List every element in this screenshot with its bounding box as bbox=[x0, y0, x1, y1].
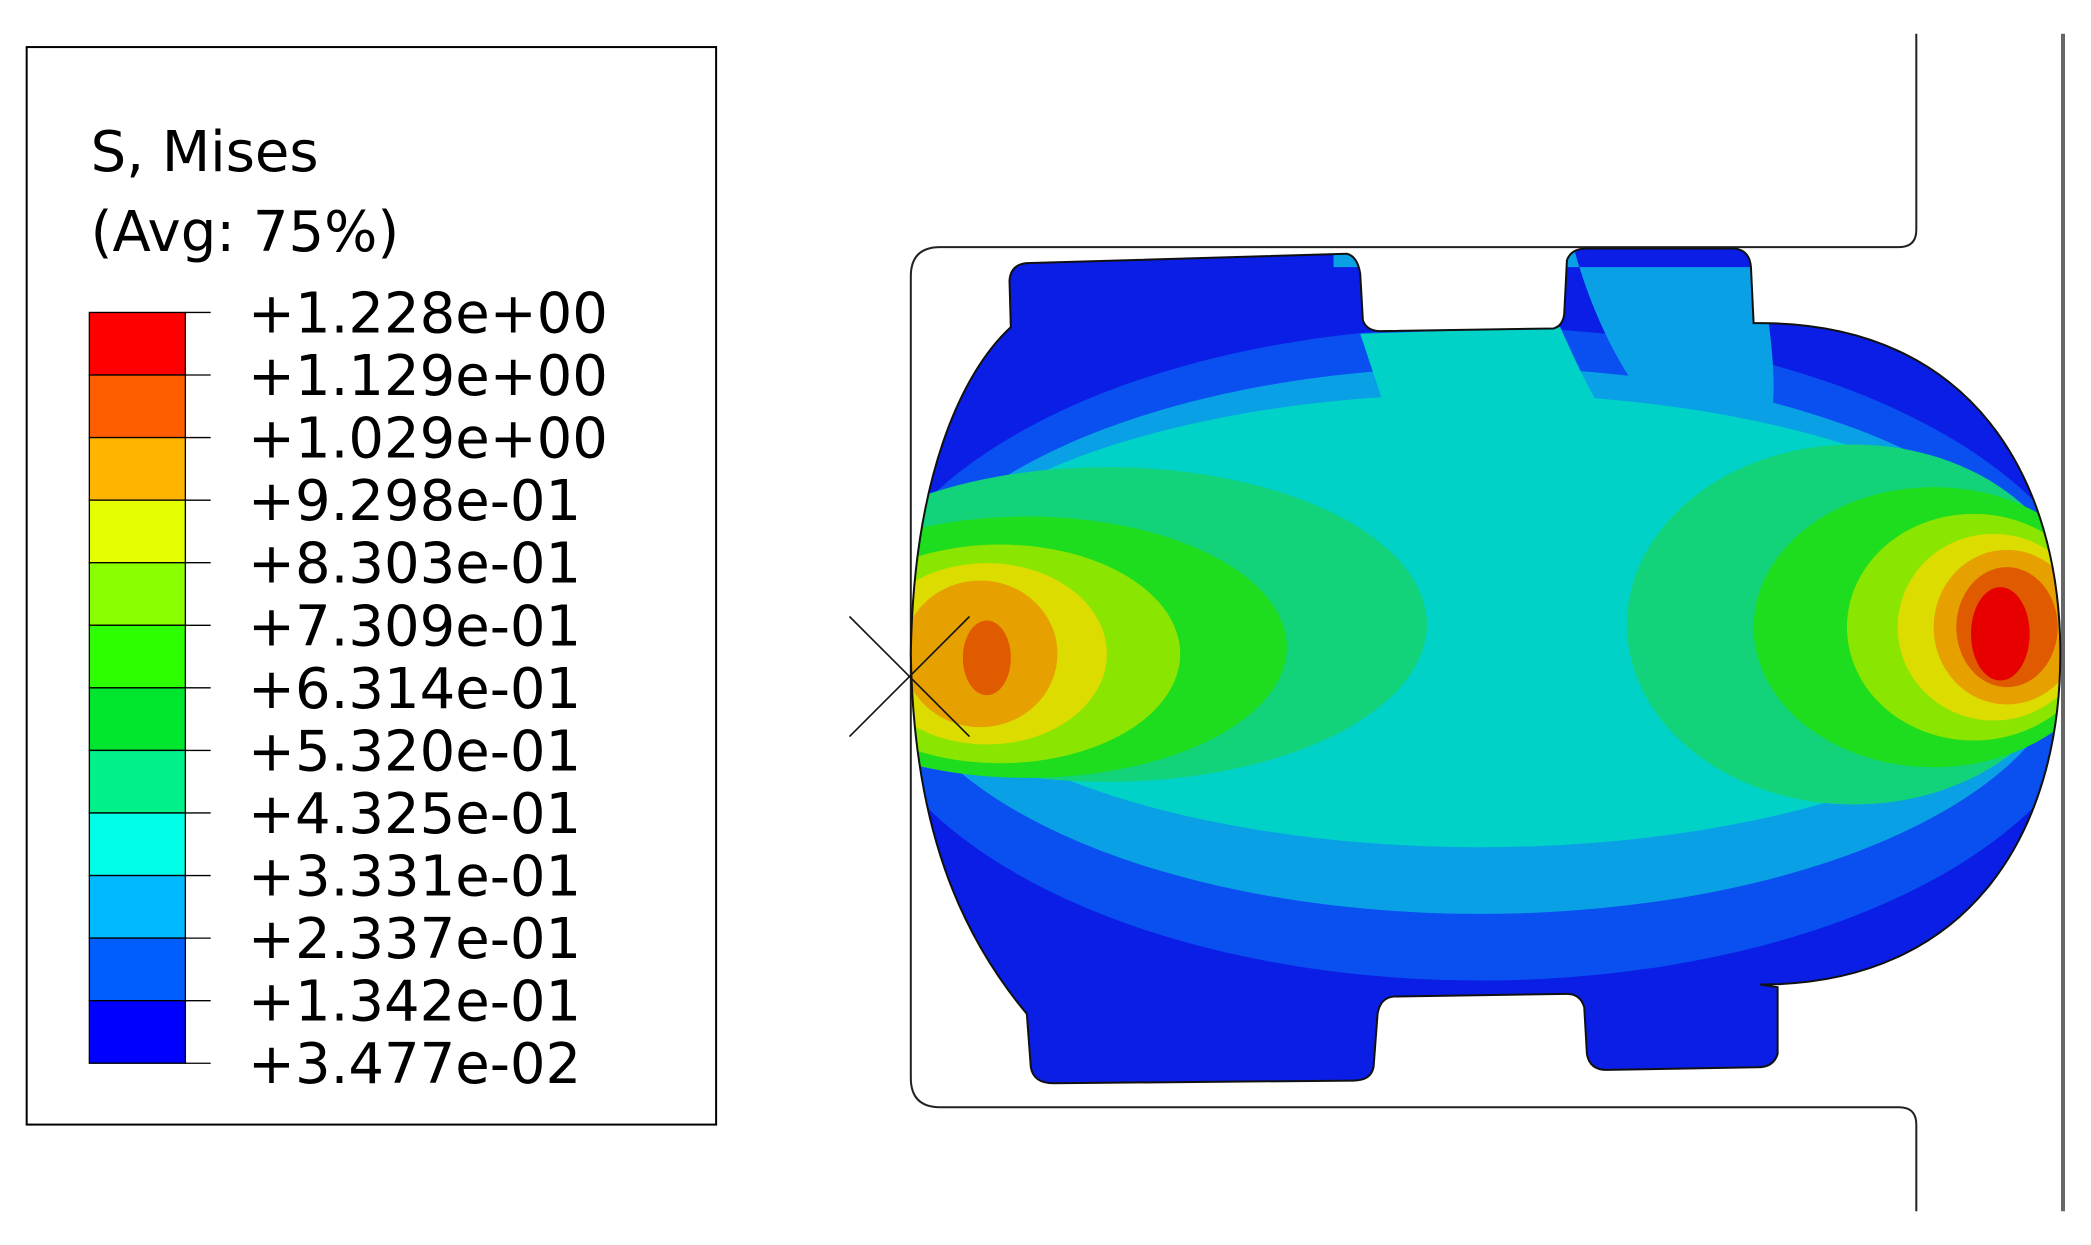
color-band bbox=[88, 874, 187, 939]
legend-subtitle: (Avg: 75%) bbox=[91, 200, 400, 265]
legend-label: +8.303e-01 bbox=[248, 532, 581, 597]
legend-title: S, Mises bbox=[91, 120, 319, 185]
color-band bbox=[88, 1000, 187, 1064]
color-band bbox=[88, 937, 187, 1002]
legend-label: +6.314e-01 bbox=[248, 657, 581, 722]
color-band bbox=[88, 311, 187, 376]
legend-label: +1.342e-01 bbox=[248, 970, 581, 1035]
contour-band bbox=[1333, 248, 1774, 455]
color-band bbox=[88, 499, 187, 564]
legend-label: +7.309e-01 bbox=[248, 594, 581, 659]
contour-band bbox=[1970, 587, 2030, 681]
reference-point bbox=[848, 615, 971, 738]
legend-label: +1.029e+00 bbox=[248, 407, 608, 472]
color-band bbox=[88, 374, 187, 439]
contour-band bbox=[962, 620, 1011, 696]
part-outline bbox=[909, 247, 2062, 1085]
color-band bbox=[88, 687, 187, 752]
color-band bbox=[88, 436, 187, 501]
legend-label: +3.477e-02 bbox=[248, 1032, 581, 1097]
legend-label: +1.228e+00 bbox=[248, 281, 608, 346]
color-band bbox=[88, 749, 187, 814]
contour-field bbox=[910, 248, 2061, 1084]
legend-label: +5.320e-01 bbox=[248, 719, 581, 784]
color-band bbox=[88, 812, 187, 877]
color-band bbox=[88, 624, 187, 689]
legend-label: +9.298e-01 bbox=[248, 469, 581, 534]
color-bar: +1.228e+00+1.129e+00+1.029e+00+9.298e-01… bbox=[88, 281, 608, 1097]
legend-label: +1.129e+00 bbox=[248, 344, 608, 409]
contour-band bbox=[1360, 327, 1641, 454]
legend-label: +4.325e-01 bbox=[248, 782, 581, 847]
legend-label: +2.337e-01 bbox=[248, 907, 581, 972]
legend-label: +3.331e-01 bbox=[248, 845, 581, 910]
color-band bbox=[88, 562, 187, 626]
